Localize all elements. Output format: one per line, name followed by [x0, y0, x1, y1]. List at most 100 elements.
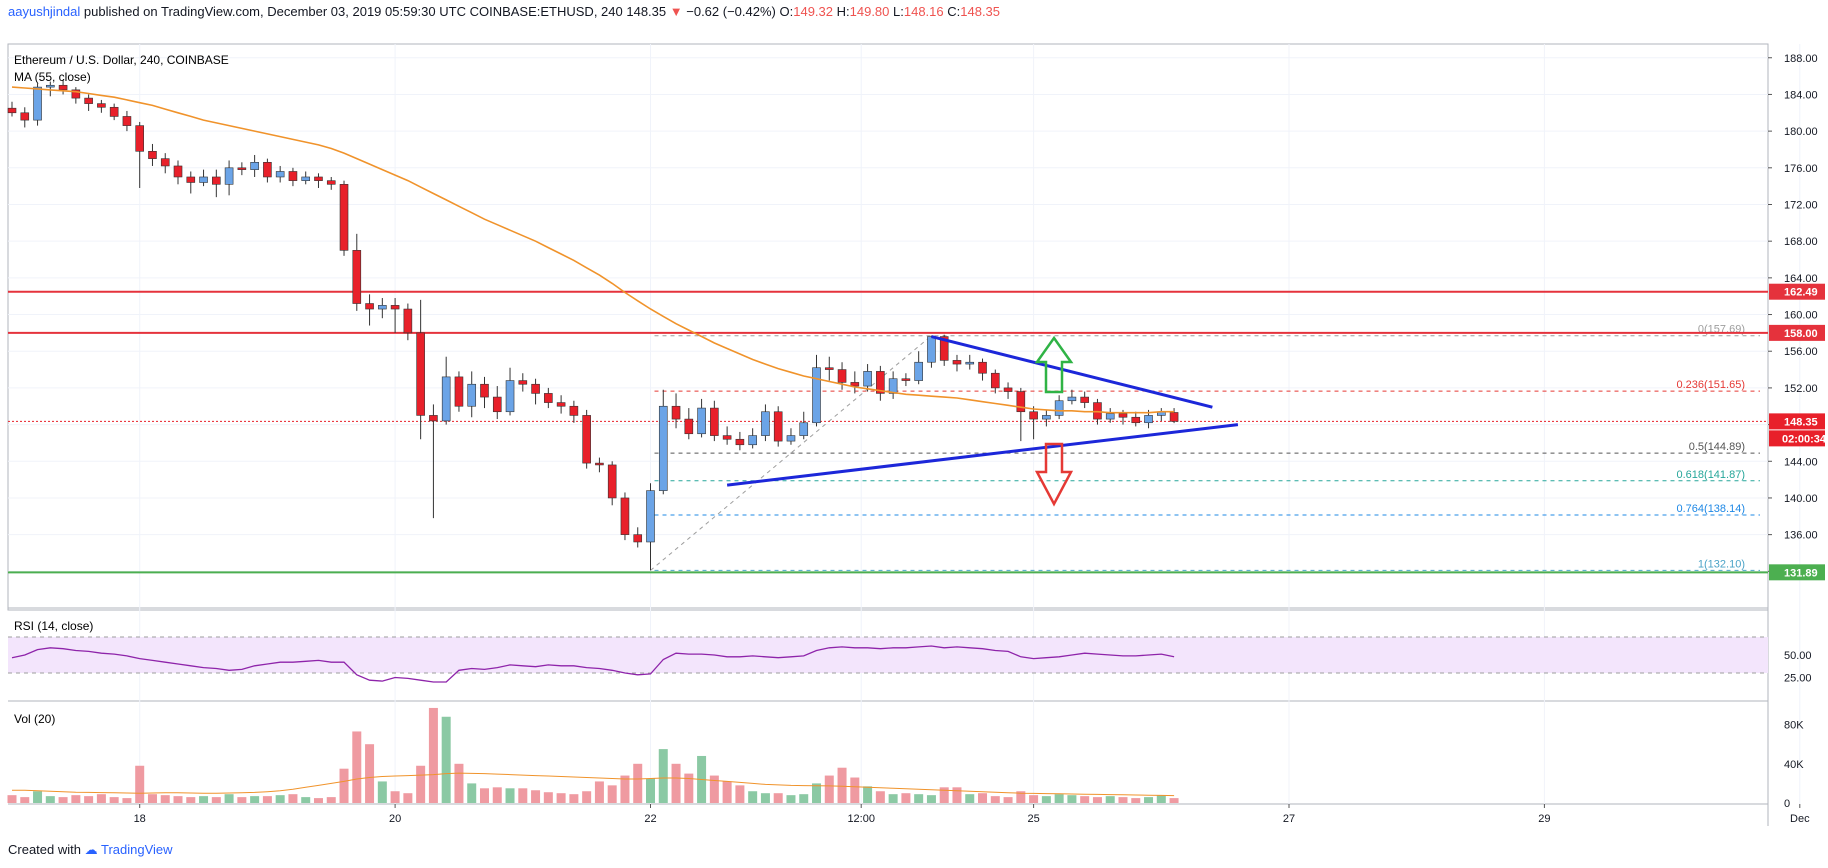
volume-bar — [901, 793, 911, 803]
volume-bar — [1041, 796, 1051, 803]
candle-body — [990, 372, 1000, 389]
candle-body — [135, 125, 144, 152]
fibonacci-levels: 0(157.69) 0.236(151.65) 0.5(144.89) 0.618(1… — [650, 324, 1760, 571]
level-price-label: 158.00 — [1784, 328, 1818, 340]
volume-bar — [926, 795, 936, 803]
candle-body — [952, 360, 962, 365]
volume-bar — [467, 783, 477, 803]
rsi-band — [8, 636, 1768, 674]
grid — [8, 44, 1801, 804]
tradingview-link[interactable]: TradingView — [101, 842, 173, 857]
candle-body — [199, 176, 208, 183]
candle-body — [314, 176, 323, 181]
volume-bar — [147, 794, 157, 803]
candle-body — [812, 367, 821, 424]
candle-body — [927, 336, 936, 363]
volume-bar — [620, 775, 630, 803]
candle-body — [1067, 396, 1077, 402]
price-tick-label: 184.00 — [1784, 89, 1818, 101]
rsi-tick-label: 25.00 — [1784, 673, 1812, 685]
level-price-tag — [1769, 324, 1825, 341]
volume-bar — [1092, 797, 1102, 803]
level-price-label: 162.49 — [1784, 287, 1818, 299]
candle-body — [441, 376, 451, 422]
volume-bar — [1003, 797, 1013, 803]
volume-bar — [824, 775, 834, 803]
volume-bar — [1054, 794, 1064, 803]
chart-title: Ethereum / U.S. Dollar, 240, COINBASE — [14, 53, 229, 67]
candle-body — [339, 184, 349, 251]
volume-bar — [965, 794, 975, 803]
volume-bar — [543, 792, 553, 803]
candle-body — [71, 89, 81, 99]
trendline-upper — [931, 335, 1213, 409]
candle-body — [97, 103, 106, 108]
candle-body — [850, 382, 860, 387]
time-tick-label: 18 — [134, 813, 146, 825]
volume-tick-label: 0 — [1784, 798, 1790, 810]
volume-tick-label: 80K — [1784, 720, 1804, 732]
volume-bar — [875, 791, 885, 803]
breakout-arrows — [1034, 335, 1074, 507]
candle-body — [301, 176, 311, 181]
volume-bar — [428, 707, 438, 803]
volume-bar — [990, 796, 1000, 803]
volume-bar — [301, 797, 311, 803]
volume-bar — [863, 786, 873, 803]
axes: 188.00 184.00 180.00 176.00 172.00 168.00 164.… — [134, 53, 1827, 825]
volume-bar — [1156, 795, 1166, 803]
price-tick-label: 168.00 — [1784, 236, 1818, 248]
candle-body — [722, 435, 732, 440]
volume-bar — [505, 788, 515, 803]
volume-bar — [786, 795, 796, 803]
candle-body — [109, 106, 119, 117]
candle-body — [595, 462, 604, 466]
volume-bar — [531, 790, 541, 803]
candle-body — [671, 405, 681, 420]
volume-bar — [135, 765, 145, 803]
level-price-label: 148.35 — [1784, 416, 1818, 428]
volume-bar — [390, 791, 400, 803]
candle-body — [275, 171, 285, 178]
volume-bar — [850, 777, 860, 803]
volume-bar — [978, 793, 988, 803]
volume-bar — [684, 773, 694, 803]
candle-body — [710, 407, 719, 436]
volume-bar — [646, 778, 655, 803]
moving-average-line — [11, 86, 1175, 414]
volume-bar — [671, 763, 681, 803]
volume-bar — [773, 793, 783, 803]
candle-body — [173, 165, 183, 178]
volume-bar — [250, 796, 260, 803]
rsi-band-fill — [8, 637, 1768, 673]
candle-body — [1003, 387, 1013, 392]
time-tick-label: 20 — [389, 813, 401, 825]
tradingview-logo-icon[interactable]: ☁ — [84, 842, 98, 857]
volume-bar — [454, 763, 464, 803]
candle-body — [544, 393, 553, 403]
volume-bar — [479, 788, 489, 803]
price-tick-label: 164.00 — [1784, 273, 1818, 285]
publish-header: aayushjindal published on TradingView.co… — [8, 4, 1000, 26]
candle-body — [837, 369, 847, 383]
candle-body — [237, 167, 247, 170]
fib-level-label: 0.618(141.87) — [1677, 469, 1746, 481]
volume-bar — [1105, 796, 1115, 803]
candle-body — [824, 367, 834, 370]
last-price: 148.35 — [626, 4, 667, 19]
close-value: 148.35 — [960, 4, 1001, 19]
volume-bar — [403, 793, 413, 803]
candle-body — [1093, 402, 1102, 420]
candle-body — [876, 371, 885, 394]
candle-body — [748, 435, 757, 446]
volume-bar — [339, 768, 349, 803]
author-link[interactable]: aayushjindal — [8, 4, 81, 19]
volume-bar — [735, 785, 745, 803]
candle-body — [531, 383, 540, 394]
fib-level-label: 0.764(138.14) — [1677, 503, 1746, 515]
candle-body — [224, 167, 234, 185]
candle-body — [429, 415, 438, 422]
arrow-up-icon — [1034, 335, 1074, 394]
candle-body — [1016, 391, 1026, 413]
